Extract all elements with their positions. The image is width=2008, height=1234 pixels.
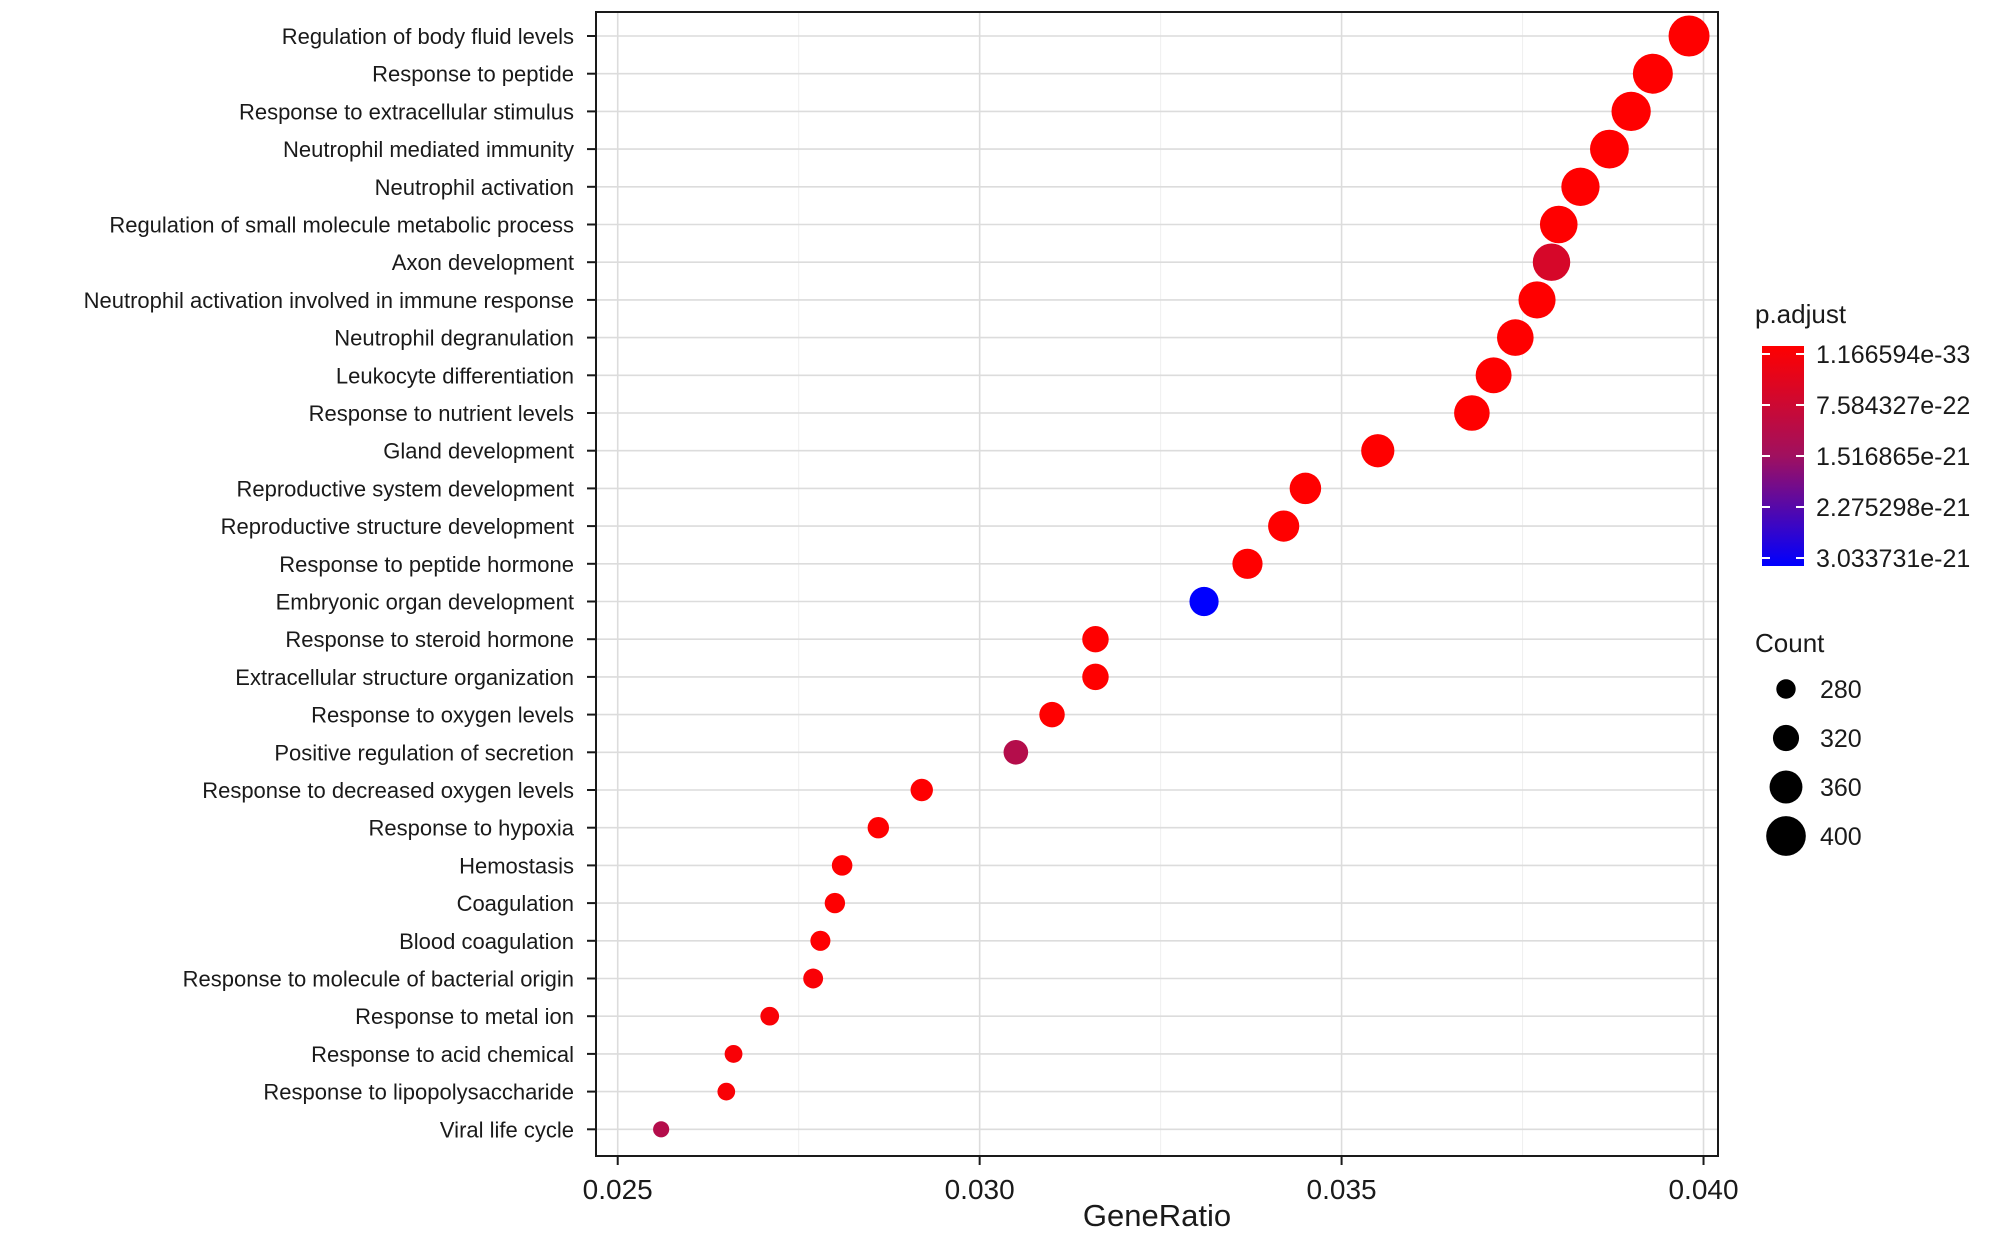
data-point (1668, 15, 1710, 57)
y-tick-label: Blood coagulation (399, 929, 574, 954)
data-point (1539, 205, 1578, 244)
count-legend-label: 320 (1820, 725, 1862, 753)
data-point (1590, 129, 1629, 169)
data-point (1082, 625, 1109, 653)
y-tick-label: Response to hypoxia (369, 816, 575, 841)
data-point (1532, 243, 1571, 281)
y-tick-label: Regulation of small molecule metabolic p… (109, 213, 574, 238)
y-axis-labels: Regulation of body fluid levels Response … (84, 24, 596, 1142)
y-tick-label: Gland development (383, 439, 574, 464)
y-tick-label: Viral life cycle (440, 1117, 574, 1142)
y-tick-label: Coagulation (457, 891, 574, 916)
y-tick-label: Extracellular structure organization (235, 665, 574, 690)
data-point (1497, 319, 1534, 356)
data-point (1561, 167, 1600, 206)
data-point (910, 778, 933, 802)
count-legend-dot (1769, 770, 1803, 804)
y-tick-label: Response to nutrient levels (309, 401, 574, 426)
count-legend-dot (1766, 816, 1806, 856)
y-tick-label: Response to peptide (372, 62, 574, 87)
y-tick-label: Response to acid chemical (311, 1042, 574, 1067)
data-point (831, 855, 853, 876)
data-point (1361, 434, 1395, 468)
y-tick-label: Reproductive system development (237, 476, 575, 501)
data-point (803, 968, 824, 989)
count-legend: Count 280 320 360 400 (1755, 628, 1862, 856)
y-tick-label: Leukocyte differentiation (336, 363, 574, 388)
data-point (760, 1006, 780, 1026)
p-adjust-legend-label: 1.166594e-33 (1816, 341, 1970, 369)
y-tick-label: Response to steroid hormone (285, 627, 574, 652)
x-tick-label: 0.025 (583, 1174, 653, 1205)
x-tick-label: 0.030 (945, 1174, 1015, 1205)
data-point (1003, 739, 1029, 765)
x-tick-label: 0.040 (1668, 1174, 1738, 1205)
data-point (1632, 53, 1673, 94)
x-axis: 0.025 0.030 0.035 0.040 (583, 1156, 1739, 1205)
data-point (1454, 395, 1490, 431)
count-legend-label: 280 (1820, 676, 1862, 704)
count-legend-label: 400 (1820, 823, 1862, 851)
y-tick-label: Reproductive structure development (221, 514, 574, 539)
data-point (1268, 510, 1300, 542)
y-tick-label: Response to lipopolysaccharide (263, 1080, 574, 1105)
p-adjust-legend-label: 3.033731e-21 (1816, 545, 1970, 573)
y-tick-label: Neutrophil degranulation (334, 326, 574, 351)
y-tick-label: Axon development (392, 250, 574, 275)
y-tick-label: Hemostasis (459, 853, 574, 878)
y-tick-label: Response to oxygen levels (311, 703, 574, 728)
y-tick-label: Regulation of body fluid levels (282, 24, 574, 49)
data-point (1475, 357, 1512, 394)
p-adjust-legend-label: 2.275298e-21 (1816, 494, 1970, 522)
data-point (1611, 91, 1651, 132)
count-legend-dot (1772, 724, 1800, 752)
y-tick-label: Response to molecule of bacterial origin (183, 967, 574, 992)
data-points (653, 15, 1710, 1138)
y-tick-label: Neutrophil mediated immunity (283, 137, 574, 162)
y-tick-label: Neutrophil activation (375, 175, 574, 200)
data-point (824, 892, 846, 914)
count-legend-label: 360 (1820, 774, 1862, 802)
data-point (810, 930, 831, 951)
y-tick-label: Response to extracellular stimulus (239, 99, 574, 124)
y-tick-label: Response to metal ion (355, 1004, 574, 1029)
data-point (717, 1082, 736, 1101)
data-point (1518, 281, 1556, 319)
data-point (1082, 663, 1109, 691)
y-tick-label: Response to peptide hormone (279, 552, 574, 577)
x-tick-label: 0.035 (1307, 1174, 1377, 1205)
count-legend-dot (1776, 679, 1796, 699)
plot-panel-border (595, 11, 1719, 1157)
data-point (724, 1044, 743, 1063)
data-point (867, 816, 890, 839)
data-point (1189, 586, 1219, 617)
data-point (1039, 701, 1065, 728)
p-adjust-legend-label: 7.584327e-22 (1816, 392, 1970, 420)
p-adjust-legend-title: p.adjust (1755, 299, 1847, 329)
data-point (1289, 472, 1322, 505)
y-tick-label: Embryonic organ development (276, 590, 574, 615)
grid-lines (596, 12, 1718, 1156)
data-point (1232, 548, 1263, 579)
data-point (653, 1121, 670, 1138)
y-tick-label: Positive regulation of secretion (274, 740, 574, 765)
p-adjust-legend-label: 1.516865e-21 (1816, 443, 1970, 471)
y-tick-label: Neutrophil activation involved in immune… (84, 288, 574, 313)
count-legend-title: Count (1755, 628, 1825, 658)
p-adjust-legend: p.adjust 1.166594e-33 7.584327e-22 1.51686… (1755, 299, 1970, 573)
y-tick-label: Response to decreased oxygen levels (202, 778, 574, 803)
x-axis-title: GeneRatio (1083, 1198, 1231, 1233)
